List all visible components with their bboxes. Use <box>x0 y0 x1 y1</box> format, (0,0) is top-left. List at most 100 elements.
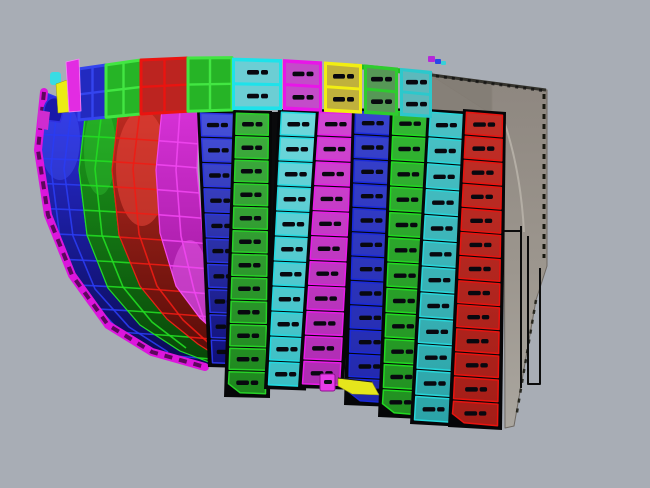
plate-column-green-plate-12-label <box>236 380 249 385</box>
plate-column-red-plate-8-label <box>468 290 481 296</box>
plate-column-cyan-plate-6-label <box>295 247 303 252</box>
band-panel-green-1-seam-h <box>105 85 142 93</box>
plate-column-cyan-plate-10-label <box>276 347 289 352</box>
top-right-purple-dot <box>428 56 435 62</box>
plate-column-green-plate-7-label <box>253 263 261 268</box>
plate-column-red-plate-11-label <box>465 363 479 368</box>
plate-column-cyan-plate-4-label <box>283 197 297 202</box>
plate-column-teal-plate-10-label <box>439 355 447 360</box>
plate-column-red-plate-13-label <box>464 411 478 416</box>
plate-column-red <box>448 109 506 430</box>
plate-column-green-2-plate-12-label <box>389 400 403 405</box>
plate-column-red-plate-5-label <box>484 218 493 224</box>
plate-column-cyan-plate-7-label <box>279 272 293 277</box>
band-panel-cyan-label <box>247 93 259 99</box>
plate-column-green-plate-6-label <box>239 239 252 244</box>
plate-column-green-plate-9-label <box>237 310 251 315</box>
plate-column-green-plate-11-label <box>236 357 250 362</box>
plate-column-navy-plate-10-label <box>358 339 372 345</box>
plate-column-cyan-plate-11-label <box>275 372 288 377</box>
plate-column-teal-plate-3-label <box>433 174 446 180</box>
plate-column-blue-plate-7-label <box>213 274 225 279</box>
plate-column-teal-plate-4-label <box>432 200 445 205</box>
plate-column-navy-plate-7-label <box>359 266 373 272</box>
plate-column-blue-plate-5-label <box>211 223 223 229</box>
plate-column-green-2-plate-5-label <box>410 222 418 228</box>
band-panel-red <box>139 56 190 116</box>
plate-column-cyan-plate-8-label <box>292 297 301 302</box>
band-panel-teal-label <box>420 79 427 85</box>
band-panel-red-seam-h <box>140 83 189 89</box>
plate-column-cyan-plate-7-label <box>294 272 302 277</box>
plate-column-teal-plate-11-label <box>423 381 437 386</box>
plate-column-teal-plate-3-label <box>447 174 455 180</box>
plate-column-magenta-plate-8-label <box>329 296 337 301</box>
top-right-cyan-dot <box>441 61 446 65</box>
plate-column-red-plate-2-label <box>472 146 486 151</box>
plate-column-green-plate-4-label <box>240 192 253 197</box>
plate-column-cyan-plate-1-label <box>301 122 310 127</box>
plate-column-blue-plate-2-label <box>221 148 229 153</box>
plate-column-blue-plate-8-label <box>214 299 226 304</box>
band-panel-yellow-label <box>333 97 345 102</box>
plate-column-teal-plate-12-label <box>437 407 445 412</box>
plate-column-green-2-plate-6-label <box>409 248 417 253</box>
plate-column-blue-plate-5-label <box>224 223 231 229</box>
plate-column-green-2-plate-8-label <box>407 298 415 304</box>
plate-column-cyan-plate-5-label <box>282 222 296 227</box>
plate-column-magenta-plate-5-label <box>333 221 342 227</box>
plate-column-green-plate-2-label <box>255 145 263 150</box>
plate-column-magenta-plate-9-label <box>328 321 336 326</box>
plate-column-green-2-plate-6-label <box>394 248 408 253</box>
wall-curved-seam <box>504 123 525 233</box>
plate-column-green-2-plate-10-label <box>391 349 404 354</box>
plate-column-teal-plate-6-label <box>429 252 443 257</box>
plate-column-magenta-plate-1-label <box>324 122 338 127</box>
band-panel-darkgreen <box>364 64 398 116</box>
plate-column-red-plate-4-label <box>470 194 484 199</box>
plate-column-cyan-plate-2-label <box>300 147 309 152</box>
band-panel-yellow <box>324 61 362 114</box>
plate-column-cyan-plate-6-label <box>281 247 294 252</box>
strake-green-frame-line <box>79 305 225 323</box>
plate-column-magenta-plate-7-label <box>316 271 330 276</box>
plate-column-navy-plate-7-label <box>374 266 382 272</box>
plate-column-navy-plate-6-label <box>360 242 373 248</box>
plate-column-red-plate-9-label <box>467 314 481 320</box>
bottom-yellow-edge <box>337 377 373 383</box>
plate-column-green-2-plate-3-label <box>411 172 420 177</box>
plate-column-magenta-plate-6-label <box>332 246 340 251</box>
plate-column-red-plate-3-label <box>471 170 485 175</box>
band-panel-magenta-label <box>306 94 314 100</box>
plate-column-cyan-plate-3-label <box>299 172 307 177</box>
plate-column-teal-plate-9-label <box>426 329 439 335</box>
plate-column-teal-plate-7-label <box>442 277 451 283</box>
plate-column-navy-plate-1-label <box>376 120 384 126</box>
plate-column-red-plate-3-label <box>486 170 494 175</box>
band-panel-blue-seam-h <box>78 89 107 96</box>
plate-column-navy-plate-5-label <box>375 218 383 223</box>
plate-column-teal-plate-2-label <box>448 148 456 154</box>
plate-column-teal-plate-12-label <box>422 407 436 412</box>
plate-column-navy-plate-10-label <box>373 339 381 345</box>
band-panel-magenta-label <box>306 71 314 77</box>
plate-column-green-2-plate-11-label <box>404 374 413 380</box>
plate-column-magenta-plate-1-label <box>339 122 347 127</box>
plate-column-blue-plate-3-label <box>222 173 230 178</box>
plate-column-navy-plate-9-label <box>359 315 372 321</box>
plate-column-green-plate-10-label <box>237 333 250 338</box>
plate-column-navy-plate-8-label <box>374 291 382 296</box>
plate-column-magenta-plate-4-label <box>335 196 343 202</box>
plate-column-red-plate-11-label <box>480 363 488 368</box>
plate-column-teal-plate-5-label <box>445 226 453 231</box>
plate-column-green-2-plate-4-label <box>396 197 410 202</box>
plate-column-green-2-plate-3-label <box>397 172 411 177</box>
band-panel-darkgreen-label <box>371 76 383 82</box>
plate-column-blue-plate-4-label <box>210 198 222 203</box>
plate-column-green-2-plate-4-label <box>410 197 419 202</box>
plate-column-blue-plate-1-label <box>206 122 220 128</box>
plate-column-green-2-plate-2-label <box>398 146 411 152</box>
plate-column-navy-plate-2-label <box>376 145 384 150</box>
plate-column-blue-plate-1-label <box>220 122 228 128</box>
